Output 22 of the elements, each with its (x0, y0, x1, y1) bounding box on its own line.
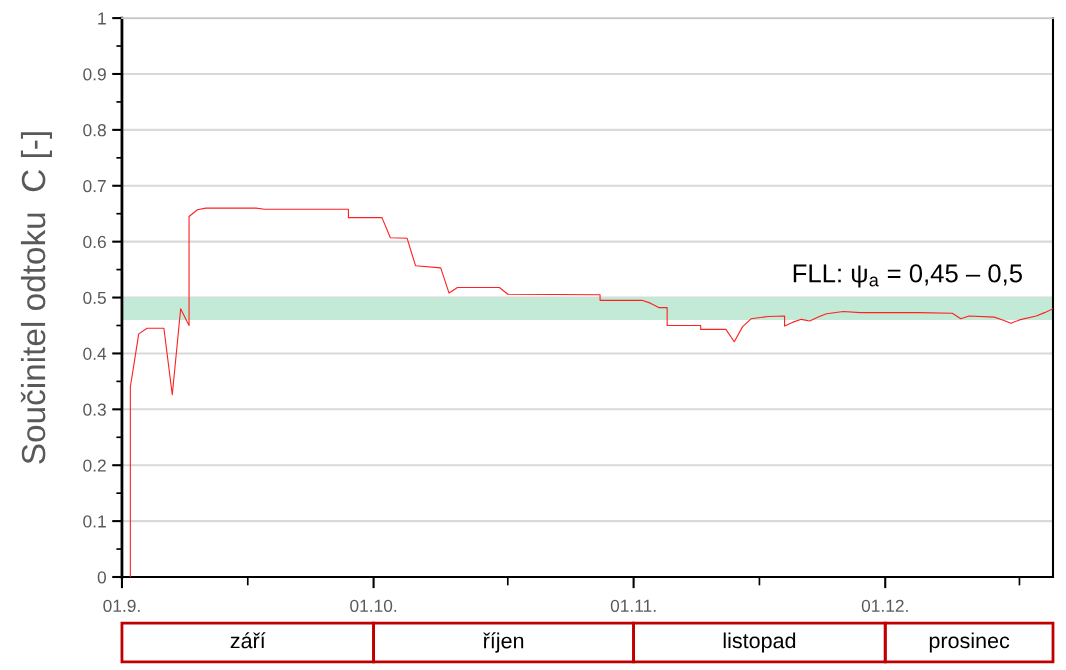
y-tick-label: 0.8 (83, 124, 106, 137)
y-tick-label: 0 (97, 571, 106, 584)
text: říjen (483, 632, 524, 653)
y-tick-label: 0.6 (83, 235, 106, 249)
text: září (230, 632, 266, 649)
y-tick-label: 0.5 (83, 291, 106, 305)
x-tick-label: 01.11. (610, 599, 656, 612)
y-tick-label: 0.1 (83, 515, 106, 528)
y-axis-title: Součinitel odtoku C [-] (20, 132, 52, 464)
y-tick-label: 0.9 (83, 68, 106, 81)
band-label: FLL: ψ$_{a}$ = 0,45 – 0,5 (793, 264, 1022, 288)
text: listopad (723, 632, 796, 653)
y-tick-label: 1 (98, 12, 106, 25)
x-tick-label: 01.12. (861, 599, 908, 612)
text: prosinec (929, 632, 1010, 653)
line-series (129, 207, 1053, 577)
y-tick-label: 0.3 (83, 403, 106, 416)
y-tick-label: 0.7 (83, 179, 106, 193)
x-tick-label: 01.10. (350, 599, 397, 612)
x-tick-label: 01.9. (103, 599, 140, 612)
y-tick-label: 0.4 (83, 347, 107, 360)
y-tick-label: 0.2 (83, 459, 106, 472)
